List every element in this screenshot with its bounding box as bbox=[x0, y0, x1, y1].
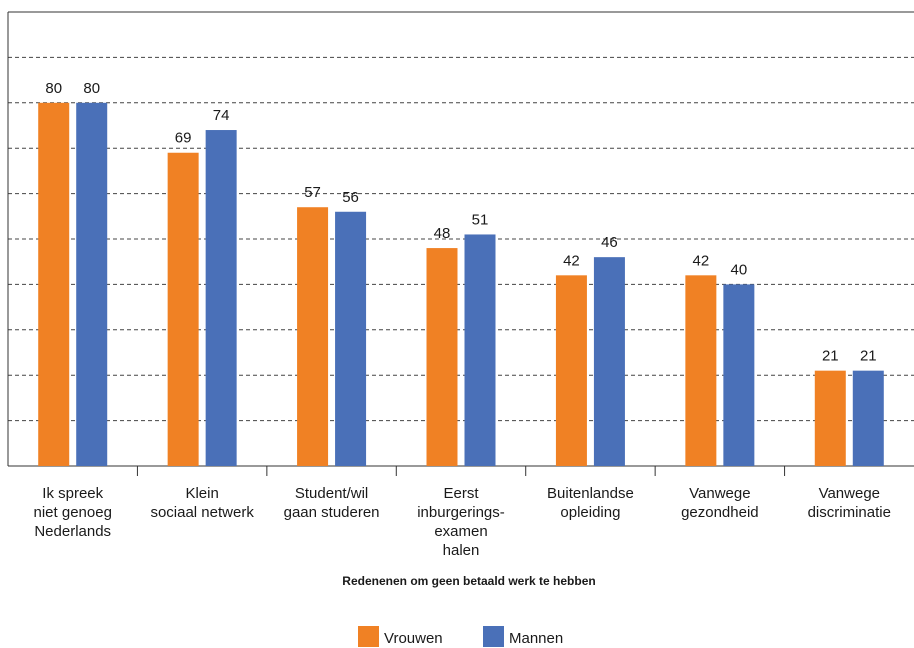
x-tick-label: Klein bbox=[185, 485, 218, 502]
x-tick-label: Vanwege bbox=[689, 485, 750, 502]
bar-mannen bbox=[464, 234, 496, 466]
data-label: 42 bbox=[693, 252, 710, 269]
x-tick-label: opleiding bbox=[560, 504, 620, 521]
x-tick-label: Student/wil bbox=[295, 485, 368, 502]
legend-swatch-mannen bbox=[483, 626, 504, 647]
x-tick-label: niet genoeg bbox=[34, 504, 112, 521]
bar-mannen bbox=[593, 257, 625, 466]
x-tick-label: Eerst bbox=[443, 485, 479, 502]
data-label: 51 bbox=[472, 211, 489, 228]
legend-label-mannen: Mannen bbox=[509, 630, 563, 647]
bar-mannen bbox=[76, 102, 108, 467]
bar-mannen bbox=[205, 130, 237, 467]
bar-mannen bbox=[335, 211, 367, 466]
x-axis-title: Redenenen om geen betaald werk te hebben bbox=[342, 574, 595, 588]
bar-vrouwen bbox=[38, 102, 70, 467]
x-tick-label: gaan studeren bbox=[284, 504, 380, 521]
legend-swatch-vrouwen bbox=[358, 626, 379, 647]
x-tick-label: sociaal netwerk bbox=[150, 504, 254, 521]
bar-vrouwen bbox=[685, 275, 717, 466]
x-tick-label: Ik spreek bbox=[42, 485, 103, 502]
data-label: 57 bbox=[304, 184, 321, 201]
x-tick-label: gezondheid bbox=[681, 504, 759, 521]
data-label: 80 bbox=[83, 80, 100, 97]
bar-mannen bbox=[852, 370, 884, 466]
data-label: 21 bbox=[822, 348, 839, 365]
data-label: 56 bbox=[342, 189, 359, 206]
bar-vrouwen bbox=[297, 207, 329, 466]
bar-vrouwen bbox=[167, 152, 199, 467]
bar-vrouwen bbox=[426, 248, 458, 466]
x-tick-label: Buitenlandse bbox=[547, 485, 634, 502]
data-label: 74 bbox=[213, 107, 230, 124]
data-label: 69 bbox=[175, 130, 192, 147]
data-label: 40 bbox=[731, 261, 748, 278]
x-tick-label: examen bbox=[434, 523, 487, 540]
bar-vrouwen bbox=[814, 370, 846, 466]
bar-mannen bbox=[723, 284, 755, 466]
legend-label-vrouwen: Vrouwen bbox=[384, 630, 443, 647]
x-tick-label: halen bbox=[443, 542, 480, 559]
bar-vrouwen bbox=[555, 275, 587, 466]
data-label: 21 bbox=[860, 348, 877, 365]
data-label: 48 bbox=[434, 225, 451, 242]
data-label: 46 bbox=[601, 234, 618, 251]
x-tick-label: Vanwege bbox=[819, 485, 880, 502]
data-label: 42 bbox=[563, 252, 580, 269]
x-tick-label: discriminatie bbox=[808, 504, 891, 521]
x-tick-label: Nederlands bbox=[34, 523, 111, 540]
x-tick-label: inburgerings- bbox=[417, 504, 505, 521]
data-label: 80 bbox=[45, 80, 62, 97]
